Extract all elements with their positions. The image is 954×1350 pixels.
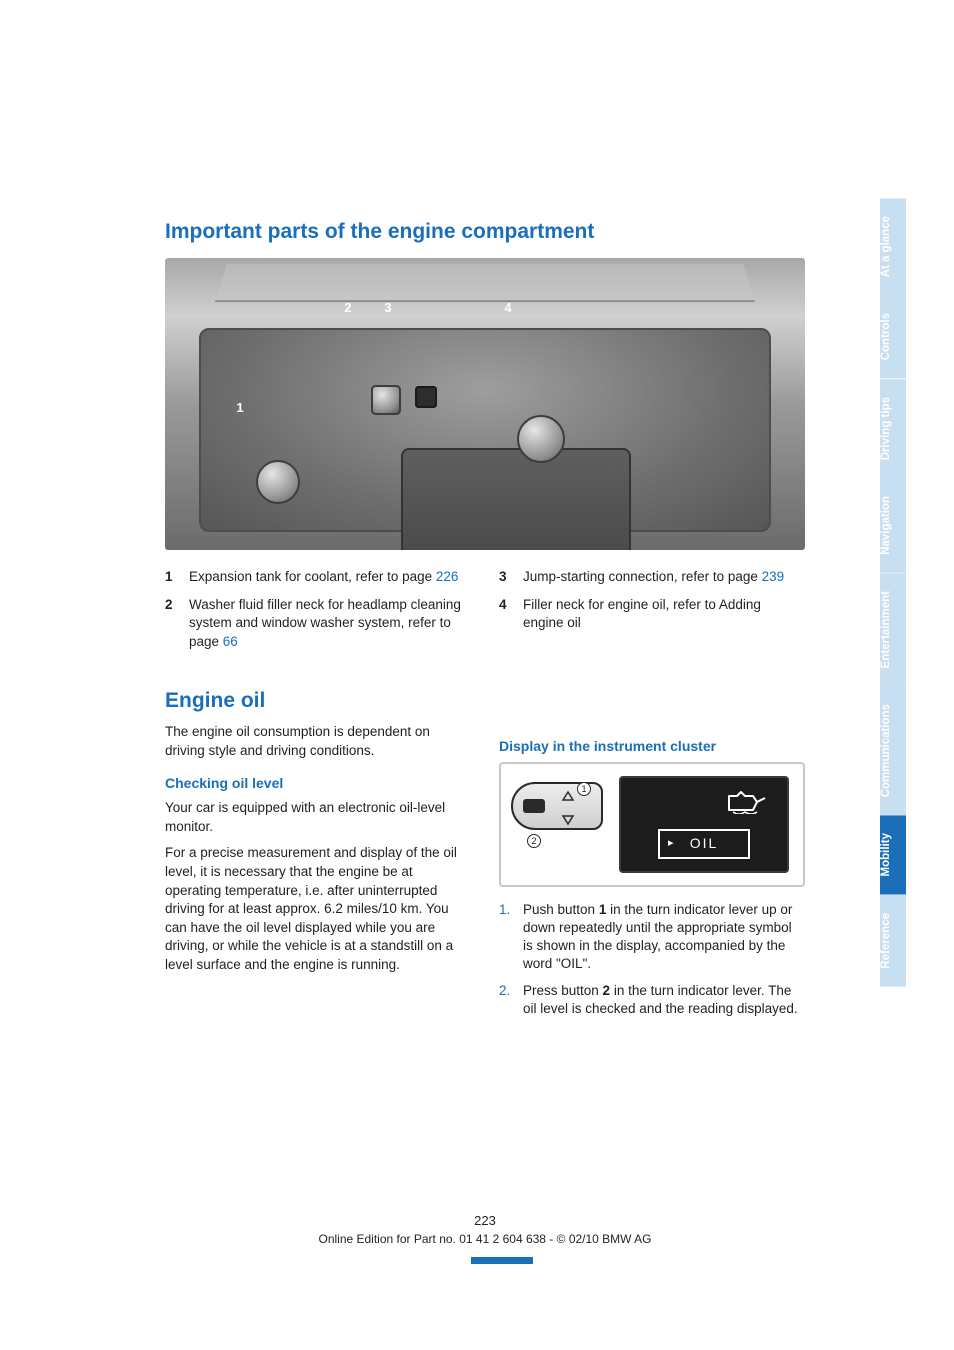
callout-item: 1Expansion tank for coolant, refer to pa…: [165, 568, 471, 586]
stalk-arrows-icon: [559, 790, 577, 829]
callout-number: 4: [499, 596, 523, 632]
stalk-label-2: 2: [527, 834, 541, 848]
callout-number: 3: [499, 568, 523, 586]
page-reference-link[interactable]: 66: [223, 634, 238, 649]
engine-callout-list: 1Expansion tank for coolant, refer to pa…: [165, 568, 805, 661]
engine-bay: [199, 328, 771, 532]
nav-tab-entertainment[interactable]: Entertainment: [880, 573, 906, 686]
checking-oil-p2: For a precise measurement and display of…: [165, 844, 471, 974]
callout-item: 2Washer fluid filler neck for headlamp c…: [165, 596, 471, 651]
callout-item: 3Jump-starting connection, refer to page…: [499, 568, 805, 586]
lcd-oil-text: OIL: [658, 829, 750, 859]
callout-text: Washer fluid filler neck for headlamp cl…: [189, 596, 471, 651]
callout-text: Jump-starting connection, refer to page …: [523, 568, 805, 586]
checking-oil-p1: Your car is equipped with an electronic …: [165, 799, 471, 836]
stalk-label-1: 1: [577, 782, 591, 796]
coolant-tank-graphic: [256, 460, 300, 504]
subheading-checking-oil: Checking oil level: [165, 774, 471, 793]
step-item: 2.Press button 2 in the turn indicator l…: [499, 982, 805, 1018]
nav-tab-controls[interactable]: Controls: [880, 295, 906, 378]
callout-text: Filler neck for engine oil, refer to Add…: [523, 596, 805, 632]
nav-tab-navigation[interactable]: Navigation: [880, 478, 906, 573]
engine-block-graphic: [401, 448, 631, 550]
engine-oil-intro: The engine oil consumption is dependent …: [165, 723, 471, 760]
nav-tab-mobility[interactable]: Mobility: [880, 815, 906, 894]
nav-tab-reference[interactable]: Reference: [880, 895, 906, 987]
page-reference-link[interactable]: 239: [762, 569, 785, 584]
oil-filler-graphic: [517, 415, 565, 463]
callout-number-1: 1: [231, 398, 249, 416]
section-heading-engine-oil: Engine oil: [165, 689, 805, 713]
footer-edition-line: Online Edition for Part no. 01 41 2 604 …: [165, 1232, 805, 1246]
callout-number: 2: [165, 596, 189, 651]
step-number: 2.: [499, 982, 523, 1018]
bonnet-edge: [215, 264, 755, 302]
cluster-frame: 1 2 OIL: [499, 762, 805, 887]
callout-number: 1: [165, 568, 189, 586]
lcd-display-graphic: OIL: [619, 776, 789, 873]
stalk-button-graphic: [523, 799, 545, 813]
oil-can-icon: [723, 788, 769, 814]
callout-item: 4Filler neck for engine oil, refer to Ad…: [499, 596, 805, 632]
section-heading-engine-compartment: Important parts of the engine compartmen…: [165, 220, 805, 244]
engine-oil-columns: The engine oil consumption is dependent …: [165, 723, 805, 1026]
step-number: 1.: [499, 901, 523, 974]
callout-number-3: 3: [379, 298, 397, 316]
page-number: 223: [165, 1213, 805, 1228]
page-reference-link[interactable]: 226: [436, 569, 459, 584]
page-content: Important parts of the engine compartmen…: [165, 220, 805, 1026]
step-text: Push button 1 in the turn indicator leve…: [523, 901, 805, 974]
nav-tab-communications[interactable]: Communications: [880, 686, 906, 815]
nav-tab-at-a-glance[interactable]: At a glance: [880, 198, 906, 295]
callout-number-4: 4: [499, 298, 517, 316]
jumpstart-connection-graphic: [415, 386, 437, 408]
instrument-cluster-figure: 1 2 OIL: [499, 762, 805, 887]
callout-text: Expansion tank for coolant, refer to pag…: [189, 568, 471, 586]
turn-indicator-lever-graphic: 1 2: [511, 782, 603, 830]
step-item: 1.Push button 1 in the turn indicator le…: [499, 901, 805, 974]
side-navigation-tabs: At a glanceControlsDriving tipsNavigatio…: [880, 198, 906, 986]
engine-compartment-figure: 1 2 3 4: [165, 258, 805, 550]
footer-accent-bar: [471, 1257, 533, 1264]
display-steps-list: 1.Push button 1 in the turn indicator le…: [499, 901, 805, 1018]
callout-number-2: 2: [339, 298, 357, 316]
step-text: Press button 2 in the turn indicator lev…: [523, 982, 805, 1018]
subheading-display-cluster: Display in the instrument cluster: [499, 737, 805, 756]
nav-tab-driving-tips[interactable]: Driving tips: [880, 379, 906, 478]
washer-filler-graphic: [371, 385, 401, 415]
page-footer: 223 Online Edition for Part no. 01 41 2 …: [165, 1213, 805, 1246]
